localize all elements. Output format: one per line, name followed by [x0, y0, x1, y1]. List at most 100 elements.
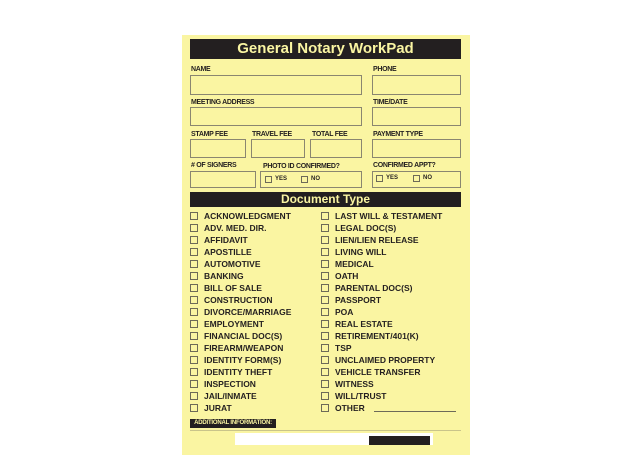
- doc-label: LEGAL DOC(S): [335, 223, 397, 233]
- additional-info-label: ADDITIONAL INFORMATION:: [190, 419, 276, 428]
- doc-checkbox[interactable]: [190, 224, 198, 232]
- doc-label: RETIREMENT/401(K): [335, 331, 419, 341]
- doc-checkbox[interactable]: [190, 248, 198, 256]
- appt-yes-checkbox[interactable]: [376, 175, 383, 182]
- total-fee-field[interactable]: [310, 139, 362, 158]
- doc-checkbox[interactable]: [190, 380, 198, 388]
- appt-no-label: NO: [423, 175, 432, 181]
- stamp-fee-field[interactable]: [190, 139, 246, 158]
- doc-checkbox[interactable]: [190, 356, 198, 364]
- doc-checkbox[interactable]: [321, 380, 329, 388]
- doc-checkbox[interactable]: [190, 392, 198, 400]
- doc-checkbox[interactable]: [321, 212, 329, 220]
- doc-checkbox[interactable]: [321, 308, 329, 316]
- doc-label: LAST WILL & TESTAMENT: [335, 211, 443, 221]
- doc-checkbox[interactable]: [190, 272, 198, 280]
- doc-checkbox[interactable]: [321, 356, 329, 364]
- doc-checkbox[interactable]: [321, 368, 329, 376]
- doc-label: PASSPORT: [335, 295, 382, 305]
- doc-label: INSPECTION: [204, 379, 256, 389]
- doc-checkbox[interactable]: [190, 212, 198, 220]
- additional-info-line: [190, 430, 461, 431]
- payment-type-field[interactable]: [372, 139, 461, 158]
- doc-label: DIVORCE/MARRIAGE: [204, 307, 292, 317]
- doc-checkbox[interactable]: [321, 248, 329, 256]
- doc-checkbox[interactable]: [190, 308, 198, 316]
- doc-checkbox[interactable]: [321, 224, 329, 232]
- doc-checkbox[interactable]: [190, 284, 198, 292]
- doc-checkbox[interactable]: [190, 320, 198, 328]
- appt-no-checkbox[interactable]: [413, 175, 420, 182]
- doc-label: IDENTITY FORM(S): [204, 355, 282, 365]
- stamp-fee-label: STAMP FEE: [191, 131, 228, 138]
- doc-checkbox[interactable]: [190, 260, 198, 268]
- doc-label: OATH: [335, 271, 359, 281]
- appt-yes-label: YES: [386, 175, 399, 181]
- photo-id-no-checkbox[interactable]: [301, 176, 308, 183]
- total-fee-label: TOTAL FEE: [312, 131, 348, 138]
- phone-field[interactable]: [372, 75, 461, 95]
- time-date-label: TIME/DATE: [373, 99, 408, 106]
- doc-checkbox[interactable]: [190, 404, 198, 412]
- doc-checkbox[interactable]: [321, 320, 329, 328]
- doc-checkbox[interactable]: [190, 236, 198, 244]
- document-type-heading: Document Type: [190, 192, 461, 207]
- doc-checkbox[interactable]: [190, 368, 198, 376]
- doc-label: ADV. MED. DIR.: [204, 223, 267, 233]
- payment-type-label: PAYMENT TYPE: [373, 131, 423, 138]
- doc-label: EMPLOYMENT: [204, 319, 264, 329]
- workpad-thumbnail: [369, 436, 430, 445]
- doc-label: UNCLAIMED PROPERTY: [335, 355, 436, 365]
- travel-fee-field[interactable]: [251, 139, 305, 158]
- photo-id-yes-label: YES: [275, 176, 288, 182]
- doc-label: JAIL/INMATE: [204, 391, 257, 401]
- travel-fee-label: TRAVEL FEE: [252, 131, 292, 138]
- confirmed-appt-label: CONFIRMED APPT?: [373, 162, 436, 169]
- doc-label: LIEN/LIEN RELEASE: [335, 235, 419, 245]
- doc-checkbox[interactable]: [321, 392, 329, 400]
- other-line: [374, 411, 456, 412]
- doc-label: ACKNOWLEDGMENT: [204, 211, 291, 221]
- doc-label: VEHICLE TRANSFER: [335, 367, 421, 377]
- doc-label: FINANCIAL DOC(S): [204, 331, 283, 341]
- doc-checkbox[interactable]: [321, 284, 329, 292]
- signers-field[interactable]: [190, 171, 256, 188]
- notary-workpad: [182, 35, 470, 455]
- doc-label: IDENTITY THEFT: [204, 367, 273, 377]
- doc-label: REAL ESTATE: [335, 319, 393, 329]
- doc-label: APOSTILLE: [204, 247, 252, 257]
- doc-checkbox[interactable]: [321, 296, 329, 304]
- doc-label: MEDICAL: [335, 259, 374, 269]
- meeting-address-label: MEETING ADDRESS: [191, 99, 255, 106]
- doc-checkbox[interactable]: [321, 404, 329, 412]
- photo-id-label: PHOTO ID CONFIRMED?: [263, 163, 340, 170]
- doc-checkbox[interactable]: [190, 344, 198, 352]
- phone-label: PHONE: [373, 66, 397, 73]
- doc-label: BILL OF SALE: [204, 283, 262, 293]
- doc-checkbox[interactable]: [190, 296, 198, 304]
- doc-checkbox[interactable]: [321, 344, 329, 352]
- photo-id-yes-checkbox[interactable]: [265, 176, 272, 183]
- doc-label: LIVING WILL: [335, 247, 387, 257]
- doc-label: JURAT: [204, 403, 232, 413]
- name-label: NAME: [191, 66, 211, 73]
- title-bar: General Notary WorkPad: [190, 39, 461, 59]
- name-field[interactable]: [190, 75, 362, 95]
- time-date-field[interactable]: [372, 107, 461, 126]
- signers-label: # OF SIGNERS: [191, 162, 237, 169]
- doc-checkbox[interactable]: [321, 260, 329, 268]
- doc-label: AFFIDAVIT: [204, 235, 248, 245]
- doc-label: BANKING: [204, 271, 244, 281]
- meeting-address-field[interactable]: [190, 107, 362, 126]
- doc-label: TSP: [335, 343, 352, 353]
- doc-checkbox[interactable]: [321, 332, 329, 340]
- doc-checkbox[interactable]: [321, 236, 329, 244]
- doc-label: POA: [335, 307, 354, 317]
- doc-checkbox[interactable]: [321, 272, 329, 280]
- doc-label: PARENTAL DOC(S): [335, 283, 413, 293]
- doc-label: OTHER: [335, 403, 365, 413]
- doc-checkbox[interactable]: [190, 332, 198, 340]
- photo-id-group: [260, 171, 362, 188]
- doc-label: WITNESS: [335, 379, 374, 389]
- confirmed-appt-group: [372, 171, 461, 188]
